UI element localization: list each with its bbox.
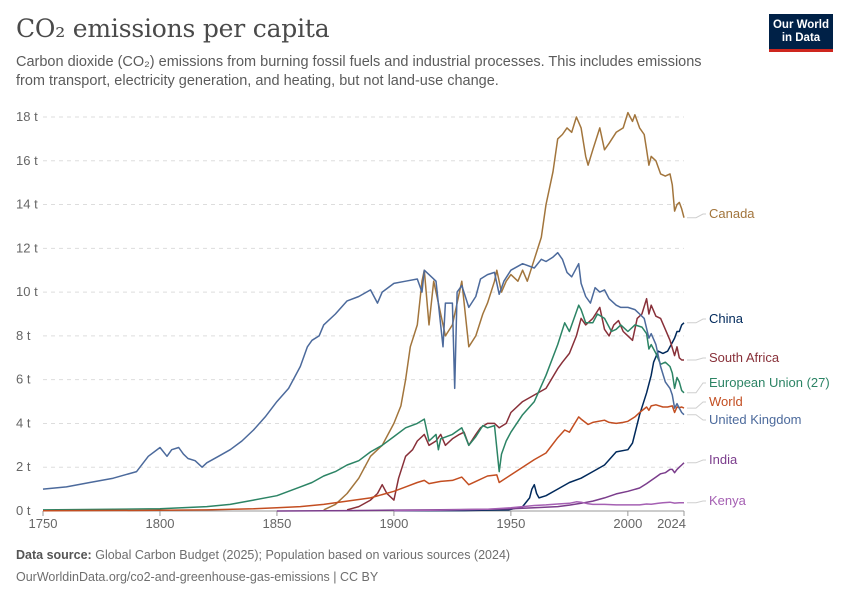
series-line-kenya[interactable] <box>393 501 684 512</box>
series-label-world[interactable]: World <box>709 394 743 409</box>
label-connector-south-africa <box>687 357 706 361</box>
series-label-china[interactable]: China <box>709 311 744 326</box>
series-label-south-africa[interactable]: South Africa <box>709 350 780 365</box>
label-connector-china <box>687 318 706 324</box>
x-axis: 1750 1800 1850 1900 1950 2000 2024 <box>29 511 686 531</box>
x-tick-label: 1750 <box>29 516 58 531</box>
grid-lines <box>43 116 684 512</box>
series-line-united-kingdom[interactable] <box>42 251 685 490</box>
y-tick-label: 14 t <box>16 197 38 212</box>
x-tick-label: 1850 <box>262 516 291 531</box>
series-line-canada[interactable] <box>323 111 685 511</box>
source-note: Data source: Global Carbon Budget (2025)… <box>16 548 510 562</box>
source-label: Data source: <box>16 548 92 562</box>
x-tick-label: 1950 <box>496 516 525 531</box>
y-tick-label: 18 t <box>16 109 38 124</box>
x-tick-label: 1900 <box>379 516 408 531</box>
x-tick-label: 2000 <box>613 516 642 531</box>
chart-subtitle: Carbon dioxide (CO₂) emissions from burn… <box>16 54 702 89</box>
y-axis: 0 t 2 t 4 t 6 t 8 t 10 t 12 t 14 t 16 t 18 t <box>16 109 38 518</box>
series-lines <box>42 111 685 512</box>
label-connector-india <box>687 459 706 464</box>
y-tick-label: 16 t <box>16 153 38 168</box>
label-connector-kenya <box>687 500 706 504</box>
series-label-canada[interactable]: Canada <box>709 206 755 221</box>
logo-line-1: Our World <box>772 19 829 31</box>
y-tick-label: 6 t <box>16 372 31 387</box>
series-label-united-kingdom[interactable]: United Kingdom <box>709 412 802 427</box>
series-label-european-union-27[interactable]: European Union (27) <box>709 375 830 390</box>
logo-line-2: in Data <box>781 32 821 44</box>
label-connector-european-union-27 <box>687 382 706 394</box>
label-connector-world <box>687 401 706 409</box>
y-tick-label: 10 t <box>16 284 38 299</box>
source-url[interactable]: OurWorldinData.org/co2-and-greenhouse-ga… <box>16 570 379 584</box>
y-tick-label: 0 t <box>16 503 31 518</box>
y-tick-label: 4 t <box>16 415 31 430</box>
series-line-south-africa[interactable] <box>346 297 684 511</box>
y-tick-label: 8 t <box>16 328 31 343</box>
series-label-india[interactable]: India <box>709 452 738 467</box>
chart-title: CO₂ emissions per capita <box>16 14 330 43</box>
series-line-world[interactable] <box>42 404 685 512</box>
series-labels: Canada China South Africa European Union (2… <box>687 206 830 508</box>
y-tick-label: 12 t <box>16 240 38 255</box>
x-tick-label: 1800 <box>146 516 175 531</box>
x-tick-label: 2024 <box>657 516 686 531</box>
source-text: Global Carbon Budget (2025); Population … <box>95 548 511 562</box>
series-label-kenya[interactable]: Kenya <box>709 493 747 508</box>
label-connector-canada <box>687 213 706 219</box>
label-connector-united-kingdom <box>687 414 706 421</box>
owid-logo[interactable]: Our World in Data <box>769 14 833 52</box>
series-line-european-union-27[interactable] <box>42 304 685 511</box>
y-tick-label: 2 t <box>16 459 31 474</box>
